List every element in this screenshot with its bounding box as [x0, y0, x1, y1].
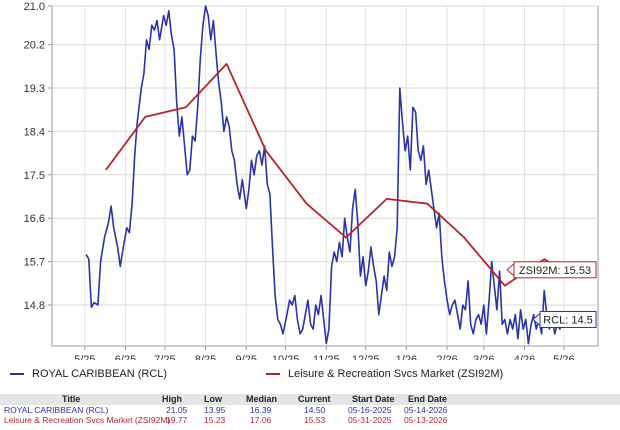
row-median: 17.06 — [250, 415, 272, 425]
x-tick-label: 1/26 — [396, 354, 417, 360]
x-tick-label: 12/25 — [352, 354, 380, 360]
y-tick-label: 15.7 — [24, 257, 45, 269]
row-current: 15.53 — [304, 415, 326, 425]
x-tick-label: 7/25 — [154, 354, 175, 360]
value-callouts: ZSI92M: 15.53 RCL: 14.5 — [506, 261, 597, 328]
callout-rcl: RCL: 14.5 — [532, 310, 597, 328]
header-start-date: Start Date — [352, 394, 395, 404]
x-tick-label: 8/25 — [195, 354, 216, 360]
y-tick-label: 17.5 — [24, 170, 45, 182]
x-tick-label: 3/26 — [473, 354, 494, 360]
header-median: Median — [246, 394, 278, 404]
row-median: 16.39 — [250, 405, 272, 415]
grid-lines — [51, 5, 599, 347]
header-current: Current — [298, 394, 331, 404]
y-tick-label: 20.2 — [24, 40, 45, 52]
row-low: 15.23 — [204, 415, 226, 425]
x-tick-label: 6/25 — [115, 354, 136, 360]
series-lines — [85, 5, 564, 345]
header-low: Low — [204, 394, 222, 404]
y-tick-label: 16.6 — [24, 213, 45, 225]
row-current: 14.50 — [304, 405, 326, 415]
row-high: 19.77 — [166, 415, 188, 425]
x-tick-label: 5/26 — [553, 354, 574, 360]
x-tick-label: 2/26 — [436, 354, 457, 360]
y-tick-label: 14.8 — [24, 300, 45, 312]
row-start-date: 05-16-2025 — [348, 405, 392, 415]
price-chart: 21.0 20.2 19.3 18.4 17.5 16.6 15.7 14.8 5/25 6/25… — [24, 1, 599, 360]
x-tick-label: 11/25 — [313, 354, 340, 360]
row-low: 13.95 — [204, 405, 226, 415]
row-end-date: 05-13-2026 — [404, 415, 448, 425]
callout-label: ZSI92M: 15.53 — [519, 265, 591, 277]
header-title: Title — [62, 394, 81, 404]
stats-row-zsi: Leisure & Recreation Svcs Market (ZSI92M… — [0, 415, 620, 425]
header-end-date: End Date — [408, 394, 448, 404]
legend-label-zsi: Leisure & Recreation Svcs Market (ZSI92M… — [288, 368, 504, 380]
callout-box — [513, 261, 597, 279]
row-start-date: 05-31-2025 — [348, 415, 392, 425]
row-title: ROYAL CARIBBEAN (RCL) — [4, 405, 109, 415]
x-tick-label: 4/26 — [514, 354, 535, 360]
stats-header-row: Title High Low Median Current Start Date… — [0, 394, 620, 405]
callout-label: RCL: 14.5 — [543, 314, 593, 326]
stats-table: Title High Low Median Current Start Date… — [0, 394, 620, 425]
callout-box — [539, 310, 597, 328]
legend-item-rcl: ROYAL CARIBBEAN (RCL) — [10, 368, 167, 380]
y-tick-label: 21.0 — [24, 1, 45, 13]
x-tick-label: 9/25 — [236, 354, 257, 360]
y-tick-label: 19.3 — [24, 83, 45, 95]
chart-legend: ROYAL CARIBBEAN (RCL) Leisure & Recreati… — [10, 368, 610, 384]
plot-frame — [51, 5, 599, 347]
series-line-rcl — [85, 5, 564, 345]
header-high: High — [162, 394, 182, 404]
series-line-zsi — [105, 63, 562, 287]
stats-row-rcl: ROYAL CARIBBEAN (RCL) 21.05 13.95 16.39 … — [0, 405, 620, 415]
row-end-date: 05-14-2026 — [404, 405, 448, 415]
x-tick-label: 10/25 — [272, 354, 300, 360]
axes: 21.0 20.2 19.3 18.4 17.5 16.6 15.7 14.8 5/25 6/25… — [24, 1, 575, 360]
row-title: Leisure & Recreation Svcs Market (ZSI92M… — [4, 415, 171, 425]
chart-canvas: 21.0 20.2 19.3 18.4 17.5 16.6 15.7 14.8 5/25 6/25… — [24, 1, 599, 360]
row-high: 21.05 — [166, 405, 188, 415]
y-tick-label: 18.4 — [24, 126, 45, 138]
legend-swatch-rcl — [10, 373, 24, 375]
legend-label-rcl: ROYAL CARIBBEAN (RCL) — [32, 368, 168, 380]
x-tick-label: 5/25 — [74, 354, 95, 360]
legend-item-zsi: Leisure & Recreation Svcs Market (ZSI92M… — [266, 368, 503, 380]
legend-swatch-zsi — [266, 373, 280, 375]
callout-zsi: ZSI92M: 15.53 — [506, 261, 597, 279]
